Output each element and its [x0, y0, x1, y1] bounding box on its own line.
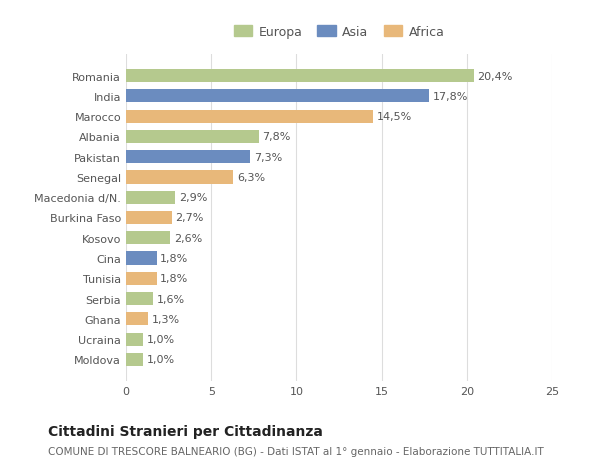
Text: Cittadini Stranieri per Cittadinanza: Cittadini Stranieri per Cittadinanza — [48, 425, 323, 438]
Bar — [126, 313, 148, 326]
Text: 1,0%: 1,0% — [146, 334, 175, 344]
Bar — [126, 212, 172, 224]
Bar — [126, 333, 143, 346]
Bar — [126, 292, 153, 306]
Text: 6,3%: 6,3% — [237, 173, 265, 183]
Bar — [126, 232, 170, 245]
Bar — [126, 130, 259, 144]
Text: 2,7%: 2,7% — [175, 213, 204, 223]
Bar — [126, 151, 250, 164]
Bar — [126, 171, 233, 184]
Text: 1,8%: 1,8% — [160, 274, 188, 284]
Text: 1,8%: 1,8% — [160, 253, 188, 263]
Text: 1,6%: 1,6% — [157, 294, 185, 304]
Text: 2,9%: 2,9% — [179, 193, 207, 203]
Text: 17,8%: 17,8% — [433, 92, 468, 102]
Text: 7,3%: 7,3% — [254, 152, 282, 162]
Text: 14,5%: 14,5% — [376, 112, 412, 122]
Text: 2,6%: 2,6% — [174, 233, 202, 243]
Text: 1,3%: 1,3% — [152, 314, 179, 324]
Text: COMUNE DI TRESCORE BALNEARIO (BG) - Dati ISTAT al 1° gennaio - Elaborazione TUTT: COMUNE DI TRESCORE BALNEARIO (BG) - Dati… — [48, 446, 544, 456]
Bar — [126, 70, 473, 83]
Bar — [126, 110, 373, 123]
Bar — [126, 252, 157, 265]
Text: 20,4%: 20,4% — [477, 72, 512, 81]
Text: 1,0%: 1,0% — [146, 355, 175, 364]
Bar — [126, 353, 143, 366]
Legend: Europa, Asia, Africa: Europa, Asia, Africa — [230, 22, 448, 43]
Text: 7,8%: 7,8% — [262, 132, 290, 142]
Bar — [126, 191, 175, 204]
Bar — [126, 90, 430, 103]
Bar — [126, 272, 157, 285]
